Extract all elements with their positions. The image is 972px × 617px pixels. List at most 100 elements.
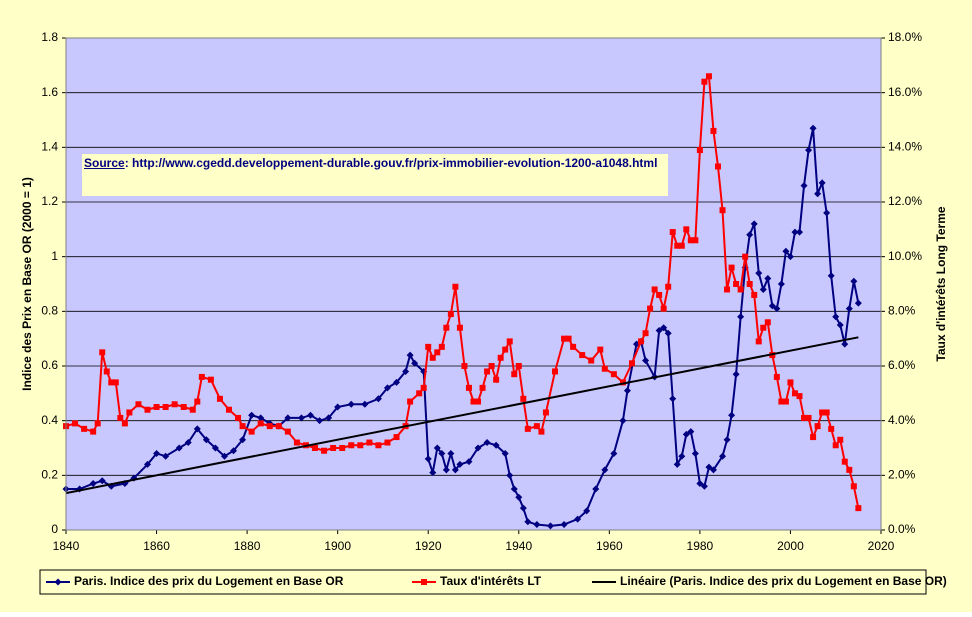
- x-tick-label: 1860: [143, 539, 170, 553]
- data-point: [184, 439, 192, 447]
- data-point: [642, 357, 650, 365]
- data-point: [239, 436, 247, 444]
- data-point: [54, 578, 62, 586]
- annotation-text: Source: http://www.cgedd.developpement-d…: [84, 155, 666, 172]
- data-point: [737, 286, 744, 293]
- x-tick-label: 1960: [596, 539, 623, 553]
- data-point: [421, 579, 427, 585]
- legend: Paris. Indice des prix du Logement en Ba…: [46, 574, 947, 588]
- y2-tick-label: 8.0%: [888, 304, 916, 318]
- data-point: [211, 444, 219, 452]
- data-point: [456, 324, 463, 331]
- data-point: [674, 242, 681, 249]
- data-point: [470, 398, 477, 405]
- data-point: [768, 302, 776, 310]
- data-point: [361, 400, 369, 408]
- data-point: [687, 237, 694, 244]
- data-point: [755, 338, 762, 345]
- data-point: [724, 286, 731, 293]
- legend-label: Taux d'intérêts LT: [440, 574, 542, 588]
- data-point: [424, 455, 432, 463]
- data-point: [384, 439, 391, 446]
- data-point: [442, 466, 450, 474]
- y2-tick-label: 10.0%: [888, 249, 922, 263]
- y2-tick-label: 0.0%: [888, 522, 916, 536]
- legend-label: Linéaire (Paris. Indice des prix du Loge…: [620, 574, 947, 588]
- data-point: [827, 272, 835, 280]
- annotation-box: [82, 154, 668, 196]
- data-point: [810, 434, 817, 441]
- data-point: [357, 442, 364, 449]
- data-point: [425, 343, 432, 350]
- data-point: [506, 471, 514, 479]
- data-point: [619, 379, 626, 386]
- data-point: [579, 352, 586, 359]
- data-point: [216, 395, 223, 402]
- data-point: [601, 365, 608, 372]
- data-point: [447, 311, 454, 318]
- data-point: [723, 436, 731, 444]
- data-point: [814, 190, 822, 198]
- data-point: [583, 507, 591, 515]
- data-point: [610, 371, 617, 378]
- data-point: [660, 324, 668, 332]
- data-point: [515, 363, 522, 369]
- data-point: [207, 376, 214, 383]
- plot-border: [65, 37, 882, 531]
- x-tick-label: 2020: [868, 539, 895, 553]
- data-point: [510, 485, 518, 493]
- data-point: [665, 283, 672, 290]
- x-tick-label: 1980: [687, 539, 714, 553]
- data-point: [791, 228, 799, 236]
- data-point: [94, 420, 101, 427]
- data-point: [511, 371, 518, 378]
- y-tick-label: 1.8: [41, 30, 58, 44]
- data-point: [728, 411, 736, 419]
- data-point: [855, 505, 862, 512]
- data-point: [488, 363, 495, 369]
- data-point: [832, 313, 840, 321]
- data-point: [746, 231, 754, 239]
- series-layer: [62, 73, 862, 530]
- data-point: [465, 384, 472, 391]
- data-point: [565, 335, 572, 342]
- y-tick-label: 0.6: [41, 358, 58, 372]
- data-point: [592, 485, 600, 493]
- data-point: [619, 417, 627, 425]
- data-point: [284, 428, 291, 435]
- legend-label: Paris. Indice des prix du Logement en Ba…: [74, 574, 344, 588]
- data-point: [823, 409, 830, 416]
- data-point: [669, 229, 676, 236]
- y-tick-label: 0.2: [41, 468, 58, 482]
- data-point: [728, 264, 735, 271]
- data-point: [407, 398, 414, 405]
- data-point: [416, 390, 423, 397]
- data-point: [434, 349, 441, 356]
- data-point: [316, 417, 324, 425]
- data-point: [162, 404, 169, 410]
- data-point: [782, 247, 790, 255]
- data-point: [700, 482, 708, 490]
- data-point: [651, 286, 658, 293]
- legend-box: [39, 569, 927, 595]
- data-point: [374, 395, 382, 403]
- data-point: [438, 343, 445, 350]
- data-point: [696, 147, 703, 154]
- data-point: [257, 420, 264, 427]
- data-point: [126, 409, 133, 416]
- data-point: [837, 436, 844, 443]
- data-point: [574, 515, 582, 523]
- data-point: [610, 449, 618, 457]
- data-point: [144, 460, 151, 468]
- data-point: [175, 444, 183, 452]
- data-point: [805, 414, 812, 421]
- y-tick-label: 1.6: [41, 85, 58, 99]
- data-point: [447, 449, 455, 457]
- data-point: [456, 460, 464, 468]
- y2-tick-label: 16.0%: [888, 85, 922, 99]
- data-point: [683, 226, 690, 233]
- x-tick-label: 2000: [777, 539, 804, 553]
- data-point: [628, 360, 635, 367]
- y2-axis-label: Taux d'intérêts Long Terme: [934, 206, 948, 361]
- data-point: [483, 439, 491, 447]
